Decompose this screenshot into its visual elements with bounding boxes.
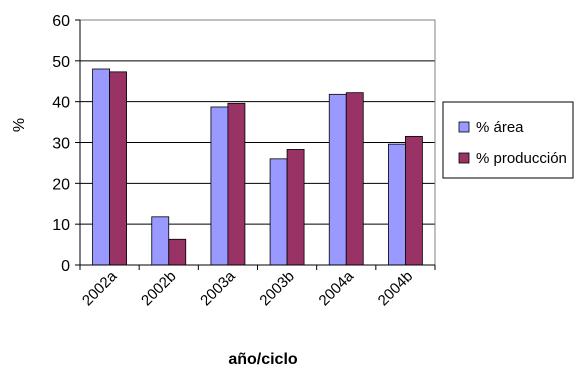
y-tick-label: 40 bbox=[52, 95, 70, 112]
x-tick-label-2004b: 2004b bbox=[375, 268, 417, 310]
legend-swatch-produccion bbox=[458, 152, 470, 164]
y-tick-label: 60 bbox=[52, 13, 70, 30]
x-tick-label-2004a: 2004a bbox=[316, 267, 358, 309]
bar-area-2003a bbox=[210, 106, 229, 266]
bars bbox=[92, 68, 423, 266]
y-tick-label: 20 bbox=[52, 176, 70, 193]
bar-area-2004b bbox=[388, 143, 406, 266]
y-tick-label: 0 bbox=[61, 258, 70, 275]
bar-area-2003b bbox=[269, 158, 288, 266]
x-tick-label-2003b: 2003b bbox=[256, 268, 298, 310]
x-tick-label-2002b: 2002b bbox=[138, 268, 180, 310]
legend-box bbox=[442, 101, 574, 179]
y-tick-label: 30 bbox=[52, 136, 70, 153]
legend: % área % producción bbox=[442, 101, 574, 179]
x-tick-label-2002a: 2002a bbox=[79, 267, 121, 309]
grid-lines bbox=[80, 19, 435, 225]
legend-swatch-area bbox=[458, 121, 470, 133]
y-axis-title: % bbox=[11, 118, 28, 132]
bar-area-2002a bbox=[92, 68, 110, 266]
y-tick-label: 50 bbox=[52, 54, 70, 71]
bar-produccion-2002a bbox=[109, 71, 127, 266]
legend-label-area: % área bbox=[476, 119, 524, 136]
bar-produccion-2003b bbox=[286, 149, 305, 266]
x-axis-title: año/ciclo bbox=[228, 351, 298, 368]
bar-produccion-2004a bbox=[345, 92, 364, 266]
bar-produccion-2004b bbox=[405, 135, 423, 266]
bar-produccion-2003a bbox=[227, 102, 246, 266]
y-axis-ticks: 0 10 20 30 40 50 60 bbox=[52, 13, 80, 275]
legend-label-produccion: % producción bbox=[476, 150, 567, 167]
bar-area-2004a bbox=[328, 93, 347, 266]
bar-produccion-2002b bbox=[168, 238, 187, 266]
x-tick-label-2003a: 2003a bbox=[197, 267, 239, 309]
x-axis-ticks: 2002a 2002b 2003a 2003b 2004a 2004b bbox=[79, 265, 436, 310]
bar-area-2002b bbox=[151, 216, 170, 266]
y-tick-label: 10 bbox=[52, 217, 70, 234]
